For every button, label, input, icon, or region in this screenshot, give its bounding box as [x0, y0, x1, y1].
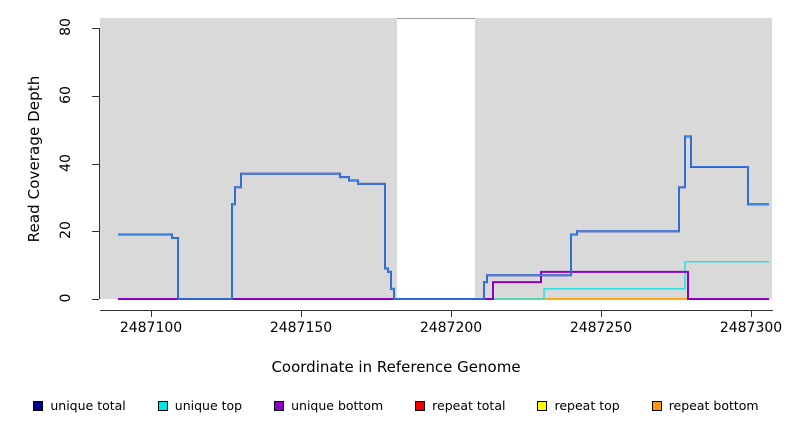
- x-tick-label: 2487300: [719, 320, 783, 336]
- series-line-unique-top: [118, 261, 769, 300]
- legend-item[interactable]: repeat total: [415, 398, 505, 413]
- x-tick-mark: [451, 310, 452, 317]
- legend-item[interactable]: unique total: [33, 398, 126, 413]
- x-axis-title: Coordinate in Reference Genome: [271, 358, 521, 376]
- series-line-unique-total-highlight: [118, 135, 769, 300]
- legend: unique total unique top unique bottom repea…: [0, 398, 792, 413]
- y-tick-mark: [92, 299, 99, 300]
- series-line-unique-bottom: [118, 270, 769, 300]
- panel-background-block-0: [100, 18, 397, 299]
- legend-label: unique top: [174, 398, 243, 413]
- panel-background-block-1: [475, 18, 772, 299]
- x-tick-label: 2487100: [119, 320, 183, 336]
- x-tick-mark: [151, 310, 152, 317]
- legend-swatch-icon: [537, 400, 548, 411]
- y-axis-line: [99, 28, 100, 299]
- panel-top-border: [100, 18, 772, 19]
- y-tick-mark: [92, 231, 99, 233]
- legend-label: repeat total: [432, 398, 506, 413]
- legend-label: repeat top: [554, 398, 620, 413]
- legend-swatch-icon: [274, 400, 285, 411]
- legend-item[interactable]: repeat top: [537, 398, 620, 413]
- plot-panel: [100, 18, 772, 299]
- legend-swatch-icon: [33, 400, 44, 411]
- series-line-unique-total: [118, 135, 769, 300]
- x-tick-mark: [751, 310, 752, 317]
- x-tick-label: 2487150: [269, 320, 333, 336]
- legend-label: repeat bottom: [668, 398, 759, 413]
- x-tick-mark: [301, 310, 302, 317]
- legend-item[interactable]: unique bottom: [274, 398, 383, 413]
- legend-swatch-icon: [415, 400, 426, 411]
- legend-item[interactable]: unique top: [157, 398, 243, 413]
- x-axis-line: [100, 310, 773, 311]
- y-tick-mark: [92, 95, 99, 97]
- legend-swatch-icon: [157, 400, 168, 411]
- legend-label: unique bottom: [291, 398, 384, 413]
- x-tick-label: 2487250: [569, 320, 633, 336]
- y-tick-mark: [92, 163, 99, 165]
- legend-swatch-icon: [651, 400, 662, 411]
- x-tick-label: 2487200: [419, 320, 483, 336]
- legend-item[interactable]: repeat bottom: [651, 398, 759, 413]
- x-tick-mark: [601, 310, 602, 317]
- legend-label: unique total: [50, 398, 126, 413]
- y-tick-mark: [92, 28, 99, 30]
